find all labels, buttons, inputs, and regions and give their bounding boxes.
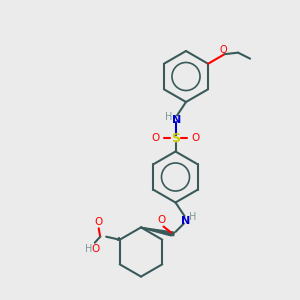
Text: O: O [94, 217, 103, 227]
Text: N: N [172, 115, 181, 125]
Text: O: O [219, 45, 227, 55]
Text: O: O [191, 133, 199, 143]
Text: S: S [171, 131, 180, 145]
Text: H: H [85, 244, 92, 254]
Text: O: O [91, 244, 100, 254]
Text: H: H [165, 112, 172, 122]
Text: H: H [189, 212, 197, 223]
Text: N: N [181, 215, 190, 226]
Polygon shape [117, 237, 120, 240]
Text: O: O [152, 133, 160, 143]
Polygon shape [141, 227, 174, 236]
Text: O: O [158, 215, 166, 225]
